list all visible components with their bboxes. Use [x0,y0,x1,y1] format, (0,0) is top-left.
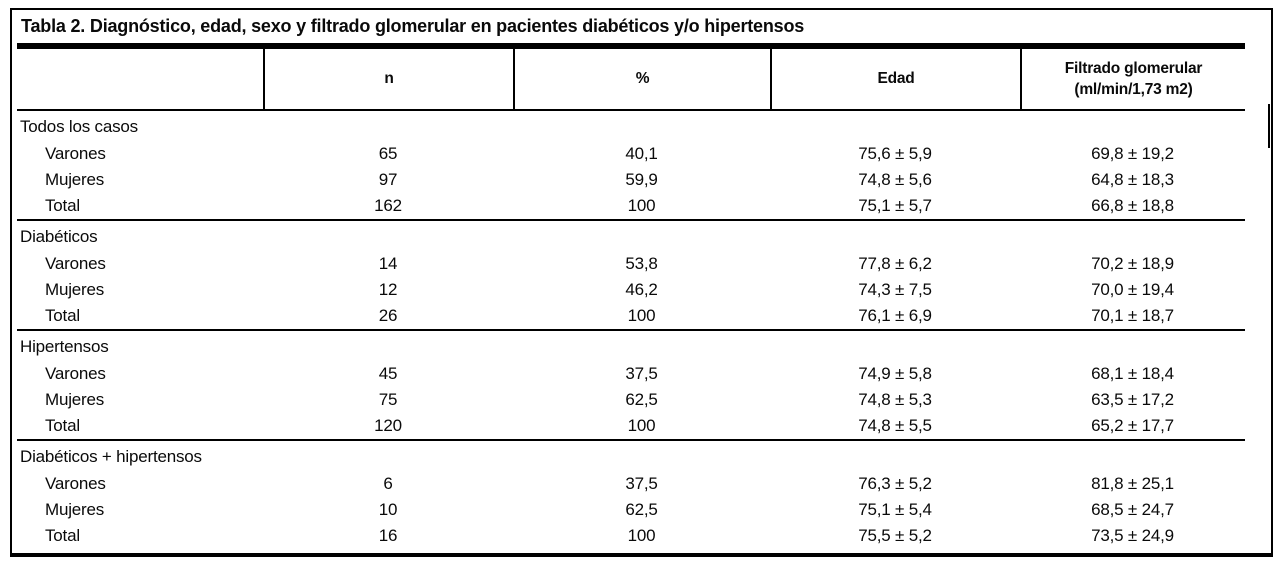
cell-edad: 75,1 ± 5,4 [858,500,932,519]
cell-n: 45 [378,364,398,383]
table-row: Varones 14 53,8 77,8 ± 6,2 70,2 ± 18,9 [17,251,1245,277]
col-header-pct: % [513,49,770,109]
col-header-filtrado: Filtrado glomerular (ml/min/1,73 m2) [1020,49,1245,109]
table-row: Varones 45 37,5 74,9 ± 5,8 68,1 ± 18,4 [17,361,1245,387]
row-label: Total [45,306,80,325]
header-top-rule [17,43,1245,49]
section-label: Hipertensos [20,337,109,356]
row-label: Varones [45,474,106,493]
cell-edad: 74,8 ± 5,3 [858,390,932,409]
cell-fg: 68,5 ± 24,7 [1091,500,1174,519]
row-label: Mujeres [45,280,105,299]
cell-pct: 37,5 [625,364,658,383]
cell-fg: 69,8 ± 19,2 [1091,144,1174,163]
row-label: Total [45,416,80,435]
table-row: Total 162 100 75,1 ± 5,7 66,8 ± 18,8 [17,193,1245,219]
table-row: Mujeres 10 62,5 75,1 ± 5,4 68,5 ± 24,7 [17,497,1245,523]
cell-pct: 100 [627,306,656,325]
cell-fg: 81,8 ± 25,1 [1091,474,1174,493]
row-label: Varones [45,364,106,383]
table-row: Total 26 100 76,1 ± 6,9 70,1 ± 18,7 [17,303,1245,329]
row-label: Mujeres [45,170,105,189]
section-diabeticos: Diabéticos Varones 14 53,8 77,8 ± 6,2 70… [17,221,1245,331]
cell-n: 10 [378,500,398,519]
row-label: Total [45,526,80,545]
cell-edad: 76,1 ± 6,9 [858,306,932,325]
cell-n: 75 [378,390,398,409]
cell-n: 65 [378,144,398,163]
cell-fg: 65,2 ± 17,7 [1091,416,1174,435]
cell-n: 12 [378,280,398,299]
cell-n: 14 [378,254,398,273]
section-label: Diabéticos [20,227,98,246]
cell-n: 26 [378,306,398,325]
cell-fg: 66,8 ± 18,8 [1091,196,1174,215]
col-header-diagnosis [17,49,263,109]
row-label: Total [45,196,80,215]
table-row: Varones 65 40,1 75,6 ± 5,9 69,8 ± 19,2 [17,141,1245,167]
table-row: Mujeres 12 46,2 74,3 ± 7,5 70,0 ± 19,4 [17,277,1245,303]
data-table: n % Edad Filtrado glomerular (ml/min/1,7… [17,49,1245,549]
cell-edad: 77,8 ± 6,2 [858,254,932,273]
table-row: Total 120 100 74,8 ± 5,5 65,2 ± 17,7 [17,413,1245,439]
cell-n: 120 [374,416,402,435]
cell-n: 6 [383,474,393,493]
table-row: Mujeres 97 59,9 74,8 ± 5,6 64,8 ± 18,3 [17,167,1245,193]
cell-pct: 100 [627,526,656,545]
cell-edad: 75,1 ± 5,7 [858,196,932,215]
cell-fg: 73,5 ± 24,9 [1091,526,1174,545]
section-label: Diabéticos + hipertensos [20,447,202,466]
cell-pct: 59,9 [625,170,658,189]
cell-edad: 74,8 ± 5,5 [858,416,932,435]
cell-fg: 64,8 ± 18,3 [1091,170,1174,189]
table-row: Total 16 100 75,5 ± 5,2 73,5 ± 24,9 [17,523,1245,549]
cell-n: 97 [378,170,398,189]
cell-edad: 75,6 ± 5,9 [858,144,932,163]
row-label: Varones [45,254,106,273]
cell-pct: 62,5 [625,390,658,409]
cell-pct: 100 [627,196,656,215]
cell-edad: 76,3 ± 5,2 [858,474,932,493]
col-header-filtrado-line1: Filtrado glomerular [1064,59,1203,77]
section-hipertensos: Hipertensos Varones 45 37,5 74,9 ± 5,8 6… [17,331,1245,441]
cell-fg: 63,5 ± 17,2 [1091,390,1174,409]
cell-edad: 75,5 ± 5,2 [858,526,932,545]
section-label: Todos los casos [20,117,138,136]
scan-artifact-line [1268,104,1270,148]
cell-n: 16 [378,526,398,545]
col-header-filtrado-line2: (ml/min/1,73 m2) [1074,80,1193,98]
cell-fg: 70,0 ± 19,4 [1091,280,1174,299]
cell-pct: 53,8 [625,254,658,273]
row-label: Mujeres [45,390,105,409]
section-diabeticos-hipertensos: Diabéticos + hipertensos Varones 6 37,5 … [17,441,1245,549]
col-header-edad: Edad [770,49,1020,109]
cell-pct: 62,5 [625,500,658,519]
row-label: Mujeres [45,500,105,519]
cell-pct: 46,2 [625,280,658,299]
table-frame: Tabla 2. Diagnóstico, edad, sexo y filtr… [10,8,1273,557]
cell-fg: 68,1 ± 18,4 [1091,364,1174,383]
table-title: Tabla 2. Diagnóstico, edad, sexo y filtr… [21,16,805,36]
cell-n: 162 [374,196,402,215]
cell-edad: 74,9 ± 5,8 [858,364,932,383]
cell-edad: 74,8 ± 5,6 [858,170,932,189]
cell-pct: 37,5 [625,474,658,493]
table-row: Varones 6 37,5 76,3 ± 5,2 81,8 ± 25,1 [17,471,1245,497]
section-todos-los-casos: Todos los casos Varones 65 40,1 75,6 ± 5… [17,111,1245,221]
cell-pct: 100 [627,416,656,435]
cell-fg: 70,2 ± 18,9 [1091,254,1174,273]
cell-edad: 74,3 ± 7,5 [858,280,932,299]
table-header-row: n % Edad Filtrado glomerular (ml/min/1,7… [17,49,1245,111]
row-label: Varones [45,144,106,163]
col-header-n: n [263,49,513,109]
table-row: Mujeres 75 62,5 74,8 ± 5,3 63,5 ± 17,2 [17,387,1245,413]
cell-fg: 70,1 ± 18,7 [1091,306,1174,325]
cell-pct: 40,1 [625,144,658,163]
